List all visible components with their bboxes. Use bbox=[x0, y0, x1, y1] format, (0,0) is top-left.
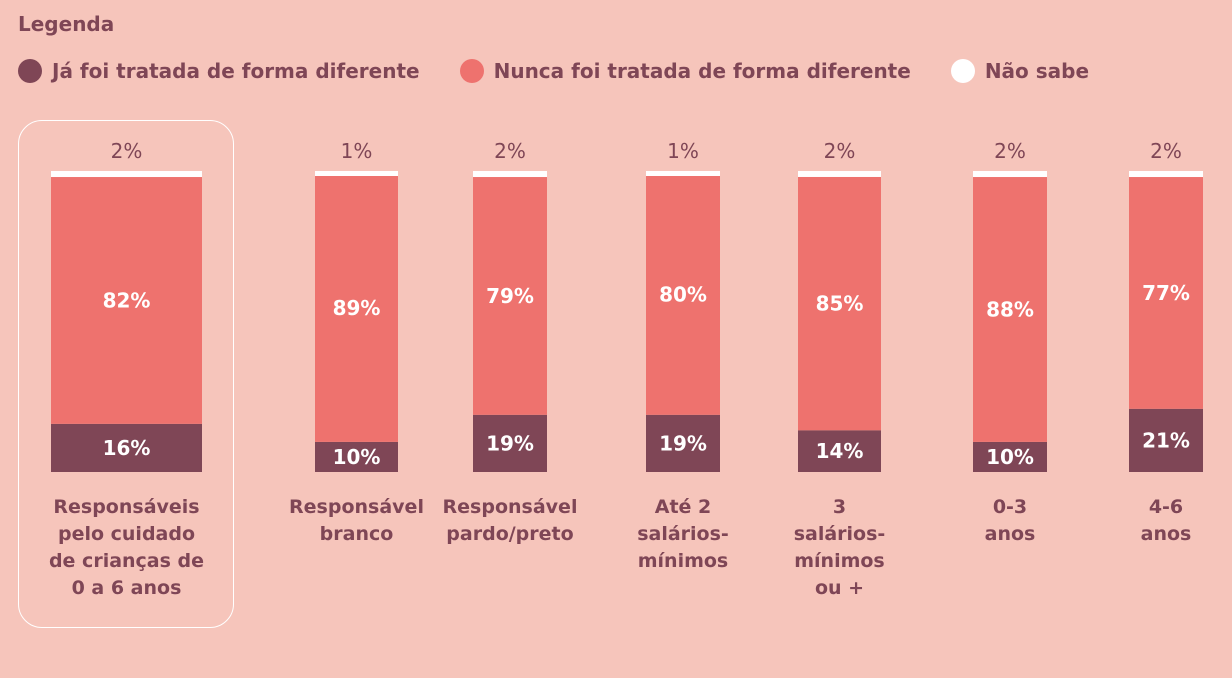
legend-dot-icon bbox=[459, 59, 484, 83]
bar-segment-does-not-know bbox=[51, 171, 202, 178]
bar-segment-does-not-know bbox=[973, 171, 1047, 178]
data-label-never-treated: 89% bbox=[333, 296, 381, 320]
category-label: ou + bbox=[815, 577, 864, 599]
data-label-does-not-know: 2% bbox=[994, 139, 1026, 163]
category-label: mínimos bbox=[638, 550, 729, 572]
bar-segment-treated-differently bbox=[1129, 408, 1203, 472]
category-label: Responsável bbox=[289, 496, 424, 518]
data-label-treated-differently: 14% bbox=[816, 439, 864, 463]
bar-segment-does-not-know bbox=[315, 171, 398, 176]
bar-segment-treated-differently bbox=[473, 414, 547, 472]
data-label-treated-differently: 19% bbox=[659, 431, 707, 455]
bar-segment-treated-differently bbox=[315, 441, 398, 472]
bar-segment-never-treated bbox=[798, 176, 881, 431]
data-label-treated-differently: 10% bbox=[986, 445, 1034, 469]
data-label-treated-differently: 21% bbox=[1142, 428, 1190, 452]
bar-segment-never-treated bbox=[1129, 177, 1203, 409]
category-label: 3 bbox=[833, 496, 846, 518]
data-label-does-not-know: 1% bbox=[667, 139, 699, 163]
legend-item-treated-differently: Já foi tratada de forma diferente bbox=[18, 59, 420, 83]
category-label: anos bbox=[1141, 523, 1192, 545]
legend: Já foi tratada de forma diferente Nunca … bbox=[18, 59, 1129, 83]
bar-segment-never-treated bbox=[973, 177, 1047, 442]
data-label-never-treated: 85% bbox=[816, 292, 864, 316]
data-label-does-not-know: 1% bbox=[341, 139, 373, 163]
data-label-does-not-know: 2% bbox=[494, 139, 526, 163]
category-label: pardo/preto bbox=[446, 523, 573, 545]
bar-segment-treated-differently bbox=[646, 414, 720, 472]
legend-title: Legenda bbox=[18, 12, 115, 36]
category-label: anos bbox=[985, 523, 1036, 545]
category-label: 0 a 6 anos bbox=[72, 577, 182, 599]
category-label: Responsável bbox=[443, 496, 578, 518]
data-label-treated-differently: 19% bbox=[486, 431, 534, 455]
legend-label: Já foi tratada de forma diferente bbox=[52, 59, 420, 83]
bar-segment-never-treated bbox=[646, 174, 720, 415]
bar-segment-never-treated bbox=[51, 177, 202, 424]
bar-segment-never-treated bbox=[473, 177, 547, 415]
highlighted-category-frame bbox=[18, 120, 234, 628]
data-label-never-treated: 88% bbox=[986, 297, 1034, 321]
category-label: Responsáveis bbox=[53, 496, 199, 518]
bar-segment-does-not-know bbox=[473, 171, 547, 178]
category-label: pelo cuidado bbox=[58, 523, 195, 545]
data-label-never-treated: 77% bbox=[1142, 281, 1190, 305]
data-label-treated-differently: 16% bbox=[103, 436, 151, 460]
category-label: 0-3 bbox=[993, 496, 1027, 518]
legend-dot-icon bbox=[950, 59, 975, 83]
bar-segment-does-not-know bbox=[798, 171, 881, 177]
legend-label: Nunca foi tratada de forma diferente bbox=[493, 59, 911, 83]
category-label: salários- bbox=[794, 523, 886, 545]
category-label: mínimos bbox=[794, 550, 885, 572]
data-label-never-treated: 79% bbox=[486, 284, 534, 308]
data-label-never-treated: 80% bbox=[659, 282, 707, 306]
category-label: salários- bbox=[637, 523, 729, 545]
data-label-never-treated: 82% bbox=[103, 288, 151, 312]
data-label-treated-differently: 10% bbox=[333, 445, 381, 469]
data-label-does-not-know: 2% bbox=[1150, 139, 1182, 163]
category-label: branco bbox=[320, 523, 394, 545]
category-label: 4-6 bbox=[1149, 496, 1183, 518]
bar-segment-treated-differently bbox=[973, 441, 1047, 472]
bar-segment-treated-differently bbox=[798, 430, 881, 472]
category-label: de crianças de bbox=[49, 550, 204, 572]
bar-segment-does-not-know bbox=[646, 171, 720, 176]
category-label: Até 2 bbox=[655, 496, 712, 518]
data-label-does-not-know: 2% bbox=[111, 139, 143, 163]
bar-segment-never-treated bbox=[315, 174, 398, 442]
data-label-does-not-know: 2% bbox=[824, 139, 856, 163]
bar-segment-treated-differently bbox=[51, 423, 202, 472]
legend-item-does-not-know: Não sabe bbox=[950, 59, 1090, 83]
legend-item-never-treated-differently: Nunca foi tratada de forma diferente bbox=[459, 59, 911, 83]
legend-label: Não sabe bbox=[984, 59, 1090, 83]
bar-segment-does-not-know bbox=[1129, 171, 1203, 178]
legend-dot-icon bbox=[18, 59, 42, 83]
